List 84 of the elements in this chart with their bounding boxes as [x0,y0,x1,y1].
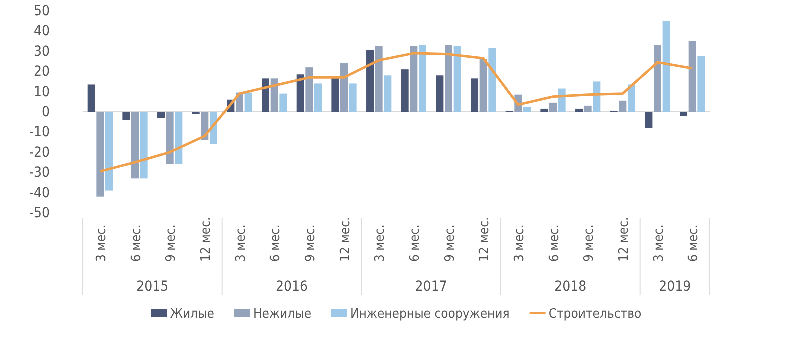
bar [375,46,383,112]
legend-label: Нежилые [253,307,312,322]
bar [270,78,278,112]
y-tick-label: 50 [34,3,50,20]
y-tick-label: -40 [29,185,50,202]
legend-label: Инженерные сооружения [350,307,510,322]
x-tick-label: 9 мес. [442,224,458,262]
x-tick-label: 9 мес. [582,224,598,262]
bar [280,94,288,112]
bar [384,76,392,112]
x-tick-label: 3 мес. [234,224,249,262]
bar [584,106,592,112]
bar [436,76,444,112]
bar [366,50,374,112]
bar [488,48,496,112]
bar [688,41,696,112]
bar [523,106,531,112]
bar [314,84,322,112]
bar [628,84,636,112]
text: 2016 [276,279,308,295]
bar [122,112,130,120]
x-tick-label: 3 мес. [512,224,528,262]
text: 2017 [415,279,448,295]
y-tick-label: 20 [34,64,50,80]
bar [454,46,462,112]
x-tick-label: 9 мес. [164,224,180,262]
x-tick-label: 6 мес. [686,224,702,262]
bar [244,92,252,112]
bar [680,112,688,116]
legend-label: Жилые [170,307,214,322]
bar [140,112,148,179]
x-tick-label: 12 мес. [198,217,214,262]
bar [105,112,113,191]
bar [340,64,348,112]
bar [132,112,139,179]
x-tick-label: 3 мес. [373,224,388,262]
text: 2018 [554,279,587,295]
x-tick-label: 12 мес. [616,217,632,262]
bar [88,84,96,112]
bar [410,46,418,112]
bar [540,108,548,112]
x-tick-label: 3 мес. [652,224,667,262]
bar [593,82,601,112]
bar [645,112,653,128]
y-tick-label: 10 [34,84,50,100]
text: 2015 [136,279,169,295]
bar [418,45,426,112]
y-tick-label: -10 [29,124,50,141]
x-tick-label: 6 мес. [129,224,144,262]
x-tick-label: 6 мес. [268,224,284,262]
x-tick-label: 3 мес. [94,224,110,262]
y-tick-label: 40 [34,24,50,40]
x-tick-label: 6 мес. [408,224,423,262]
bar [349,84,357,112]
x-tick-label: 6 мес. [547,224,562,262]
y-tick-label: -30 [29,165,50,182]
bar [401,70,409,112]
bar [96,112,104,197]
bar [550,102,557,112]
bar [175,112,183,165]
bar [262,78,270,112]
bar [306,68,314,112]
bar [654,45,662,112]
bar [158,112,166,118]
y-tick-label: -20 [29,144,50,161]
x-tick-label: 12 мес. [478,217,493,262]
y-tick-label: -50 [29,205,50,222]
text: 2019 [659,279,692,295]
x-tick-label: 9 мес. [303,224,318,262]
y-tick-label: 0 [42,104,50,120]
bar [576,108,584,112]
y-tick-label: 30 [34,44,50,60]
legend-label: Строительство [548,307,642,322]
bar [296,74,304,112]
bar [445,45,452,112]
x-tick-label: 12 мес. [338,217,354,262]
bar [480,59,488,112]
bar [471,78,479,112]
bar [166,112,174,165]
bar [698,56,706,112]
line-series [99,52,694,173]
bar [662,21,670,112]
bar [332,78,340,112]
bar [619,100,627,112]
